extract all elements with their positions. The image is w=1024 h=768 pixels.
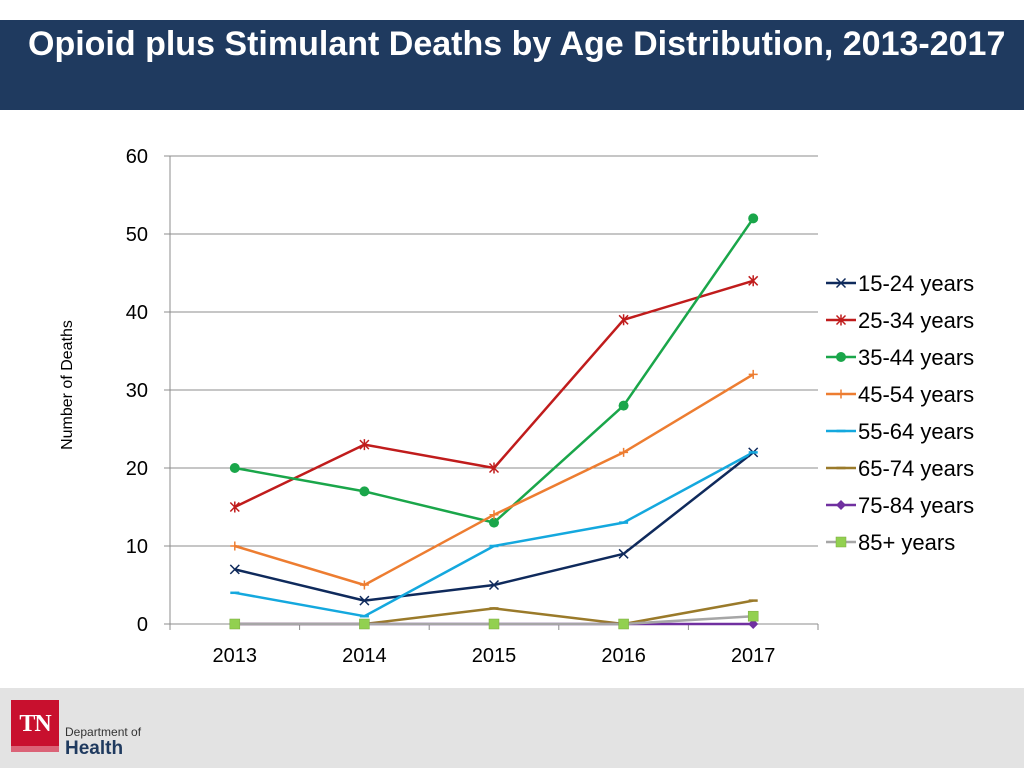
data-point-series-3	[748, 213, 759, 224]
data-point-series-4	[619, 447, 629, 457]
x-tick-label: 2013	[213, 645, 258, 667]
legend-label-8: 85+ years	[858, 530, 955, 555]
legend-label-2: 25-34 years	[858, 308, 974, 333]
legend-label-1: 15-24 years	[858, 271, 974, 296]
series-line-4	[234, 373, 754, 587]
legend-marker-2	[835, 314, 847, 326]
legend-label-6: 65-74 years	[858, 456, 974, 481]
legend-label-7: 75-84 years	[858, 493, 974, 518]
y-tick-label: 0	[137, 614, 148, 636]
legend-marker-3	[836, 352, 846, 362]
legend-marker-4	[836, 389, 846, 399]
data-point-series-1	[359, 595, 370, 606]
data-point-series-1	[618, 548, 629, 559]
x-tick-label: 2016	[601, 645, 646, 667]
y-tick-label: 40	[126, 302, 148, 324]
department-name: Health	[65, 738, 124, 759]
logo-text: TN	[19, 711, 51, 737]
data-point-series-4	[489, 510, 499, 520]
x-tick-label: 2014	[342, 645, 387, 667]
data-point-series-7	[748, 619, 759, 629]
data-point-series-8	[359, 618, 370, 630]
legend-marker-7	[836, 500, 846, 510]
data-point-series-8	[488, 618, 500, 630]
data-point-series-2	[359, 439, 370, 451]
legend-label-5: 55-64 years	[858, 419, 974, 444]
data-point-series-4	[359, 580, 369, 590]
data-point-series-8	[618, 618, 629, 630]
data-point-series-4	[230, 541, 240, 551]
x-tick-label: 2017	[731, 645, 776, 667]
data-point-series-2	[488, 462, 500, 474]
y-axis-label: Number of Deaths	[59, 320, 76, 450]
data-point-series-2	[229, 501, 240, 513]
footer: TN Department of Health	[0, 688, 1024, 768]
legend-label-4: 45-54 years	[858, 382, 974, 407]
y-tick-label: 20	[126, 458, 148, 480]
logo-stripe	[11, 746, 59, 752]
legend-label-3: 35-44 years	[858, 345, 974, 370]
data-point-series-3	[618, 400, 629, 411]
slide-title: Opioid plus Stimulant Deaths by Age Dist…	[28, 25, 1006, 63]
department-label: Department of	[65, 725, 142, 739]
y-tick-label: 60	[126, 146, 148, 168]
data-point-series-2	[618, 314, 629, 326]
data-point-series-8	[747, 610, 759, 622]
data-point-series-1	[229, 564, 240, 575]
legend-marker-1	[835, 277, 847, 289]
data-point-series-1	[488, 579, 500, 591]
data-point-series-3	[489, 517, 499, 528]
data-point-series-3	[229, 463, 240, 473]
y-tick-label: 10	[126, 536, 148, 558]
tn-logo: TN	[11, 700, 59, 752]
series-line-3	[234, 217, 755, 524]
data-point-series-3	[359, 486, 370, 497]
x-tick-label: 2015	[472, 645, 517, 667]
title-bar: Opioid plus Stimulant Deaths by Age Dist…	[0, 20, 1024, 110]
series-line-5	[234, 451, 754, 618]
data-point-series-8	[229, 618, 241, 630]
data-point-series-4	[748, 369, 758, 379]
data-point-series-2	[748, 275, 759, 287]
y-tick-label: 50	[126, 224, 148, 246]
y-tick-label: 30	[126, 380, 148, 402]
line-chart: 0 10 20 30 40 50 60 2013 2014 2015 2016 2017 Number …	[59, 146, 974, 667]
legend-marker-8	[835, 536, 847, 548]
